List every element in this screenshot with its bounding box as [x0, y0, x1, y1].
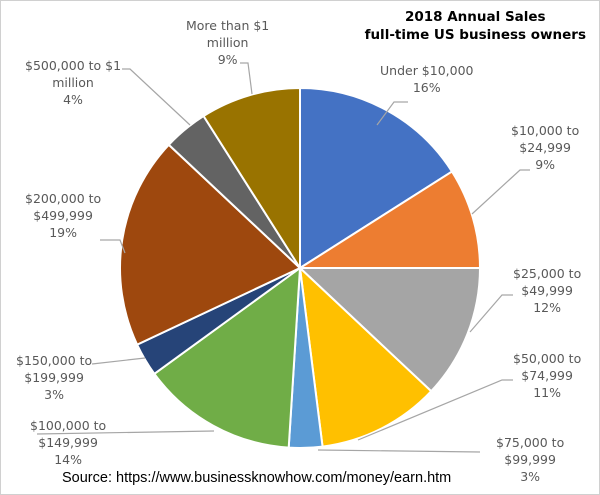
leader-line	[91, 357, 146, 365]
pie-slice	[119, 143, 302, 346]
slice-label: $100,000 to $149,999 14%	[30, 418, 107, 467]
pie-slice	[296, 170, 482, 269]
slice-label: $10,000 to $24,999 9%	[511, 123, 580, 172]
slice-label: Under $10,000 16%	[380, 63, 474, 95]
chart-title: 2018 Annual Sales full-time US business …	[365, 8, 586, 44]
leader-line	[469, 294, 513, 333]
leader-line	[240, 62, 253, 95]
leader-line	[122, 68, 191, 126]
pie-slice	[299, 86, 454, 270]
source-note: Source: https://www.businessknowhow.com/…	[62, 470, 452, 486]
leader-line	[100, 239, 126, 254]
slice-label: More than $1 million 9%	[186, 18, 270, 67]
slice-label: $500,000 to $1 million 4%	[25, 58, 122, 107]
slice-label: $200,000 to $499,999 19%	[25, 191, 102, 240]
pie-slice	[298, 265, 433, 448]
slice-label: $150,000 to $199,999 3%	[16, 353, 93, 402]
slice-label: $25,000 to $49,999 12%	[513, 266, 582, 315]
slice-label: $75,000 to $99,999 3%	[496, 435, 565, 484]
pie-slice	[152, 265, 302, 449]
leader-line	[36, 430, 215, 435]
pie-slice	[297, 267, 482, 393]
slice-label: $50,000 to $74,999 11%	[513, 351, 582, 400]
leader-line	[357, 379, 513, 441]
leader-line	[471, 169, 530, 215]
pie-slice	[202, 86, 301, 272]
subtitle-line: full-time US business owners	[364, 27, 586, 43]
leader-line	[317, 449, 481, 453]
title-line: 2018 Annual Sales	[404, 9, 546, 25]
leader-line	[376, 101, 408, 126]
